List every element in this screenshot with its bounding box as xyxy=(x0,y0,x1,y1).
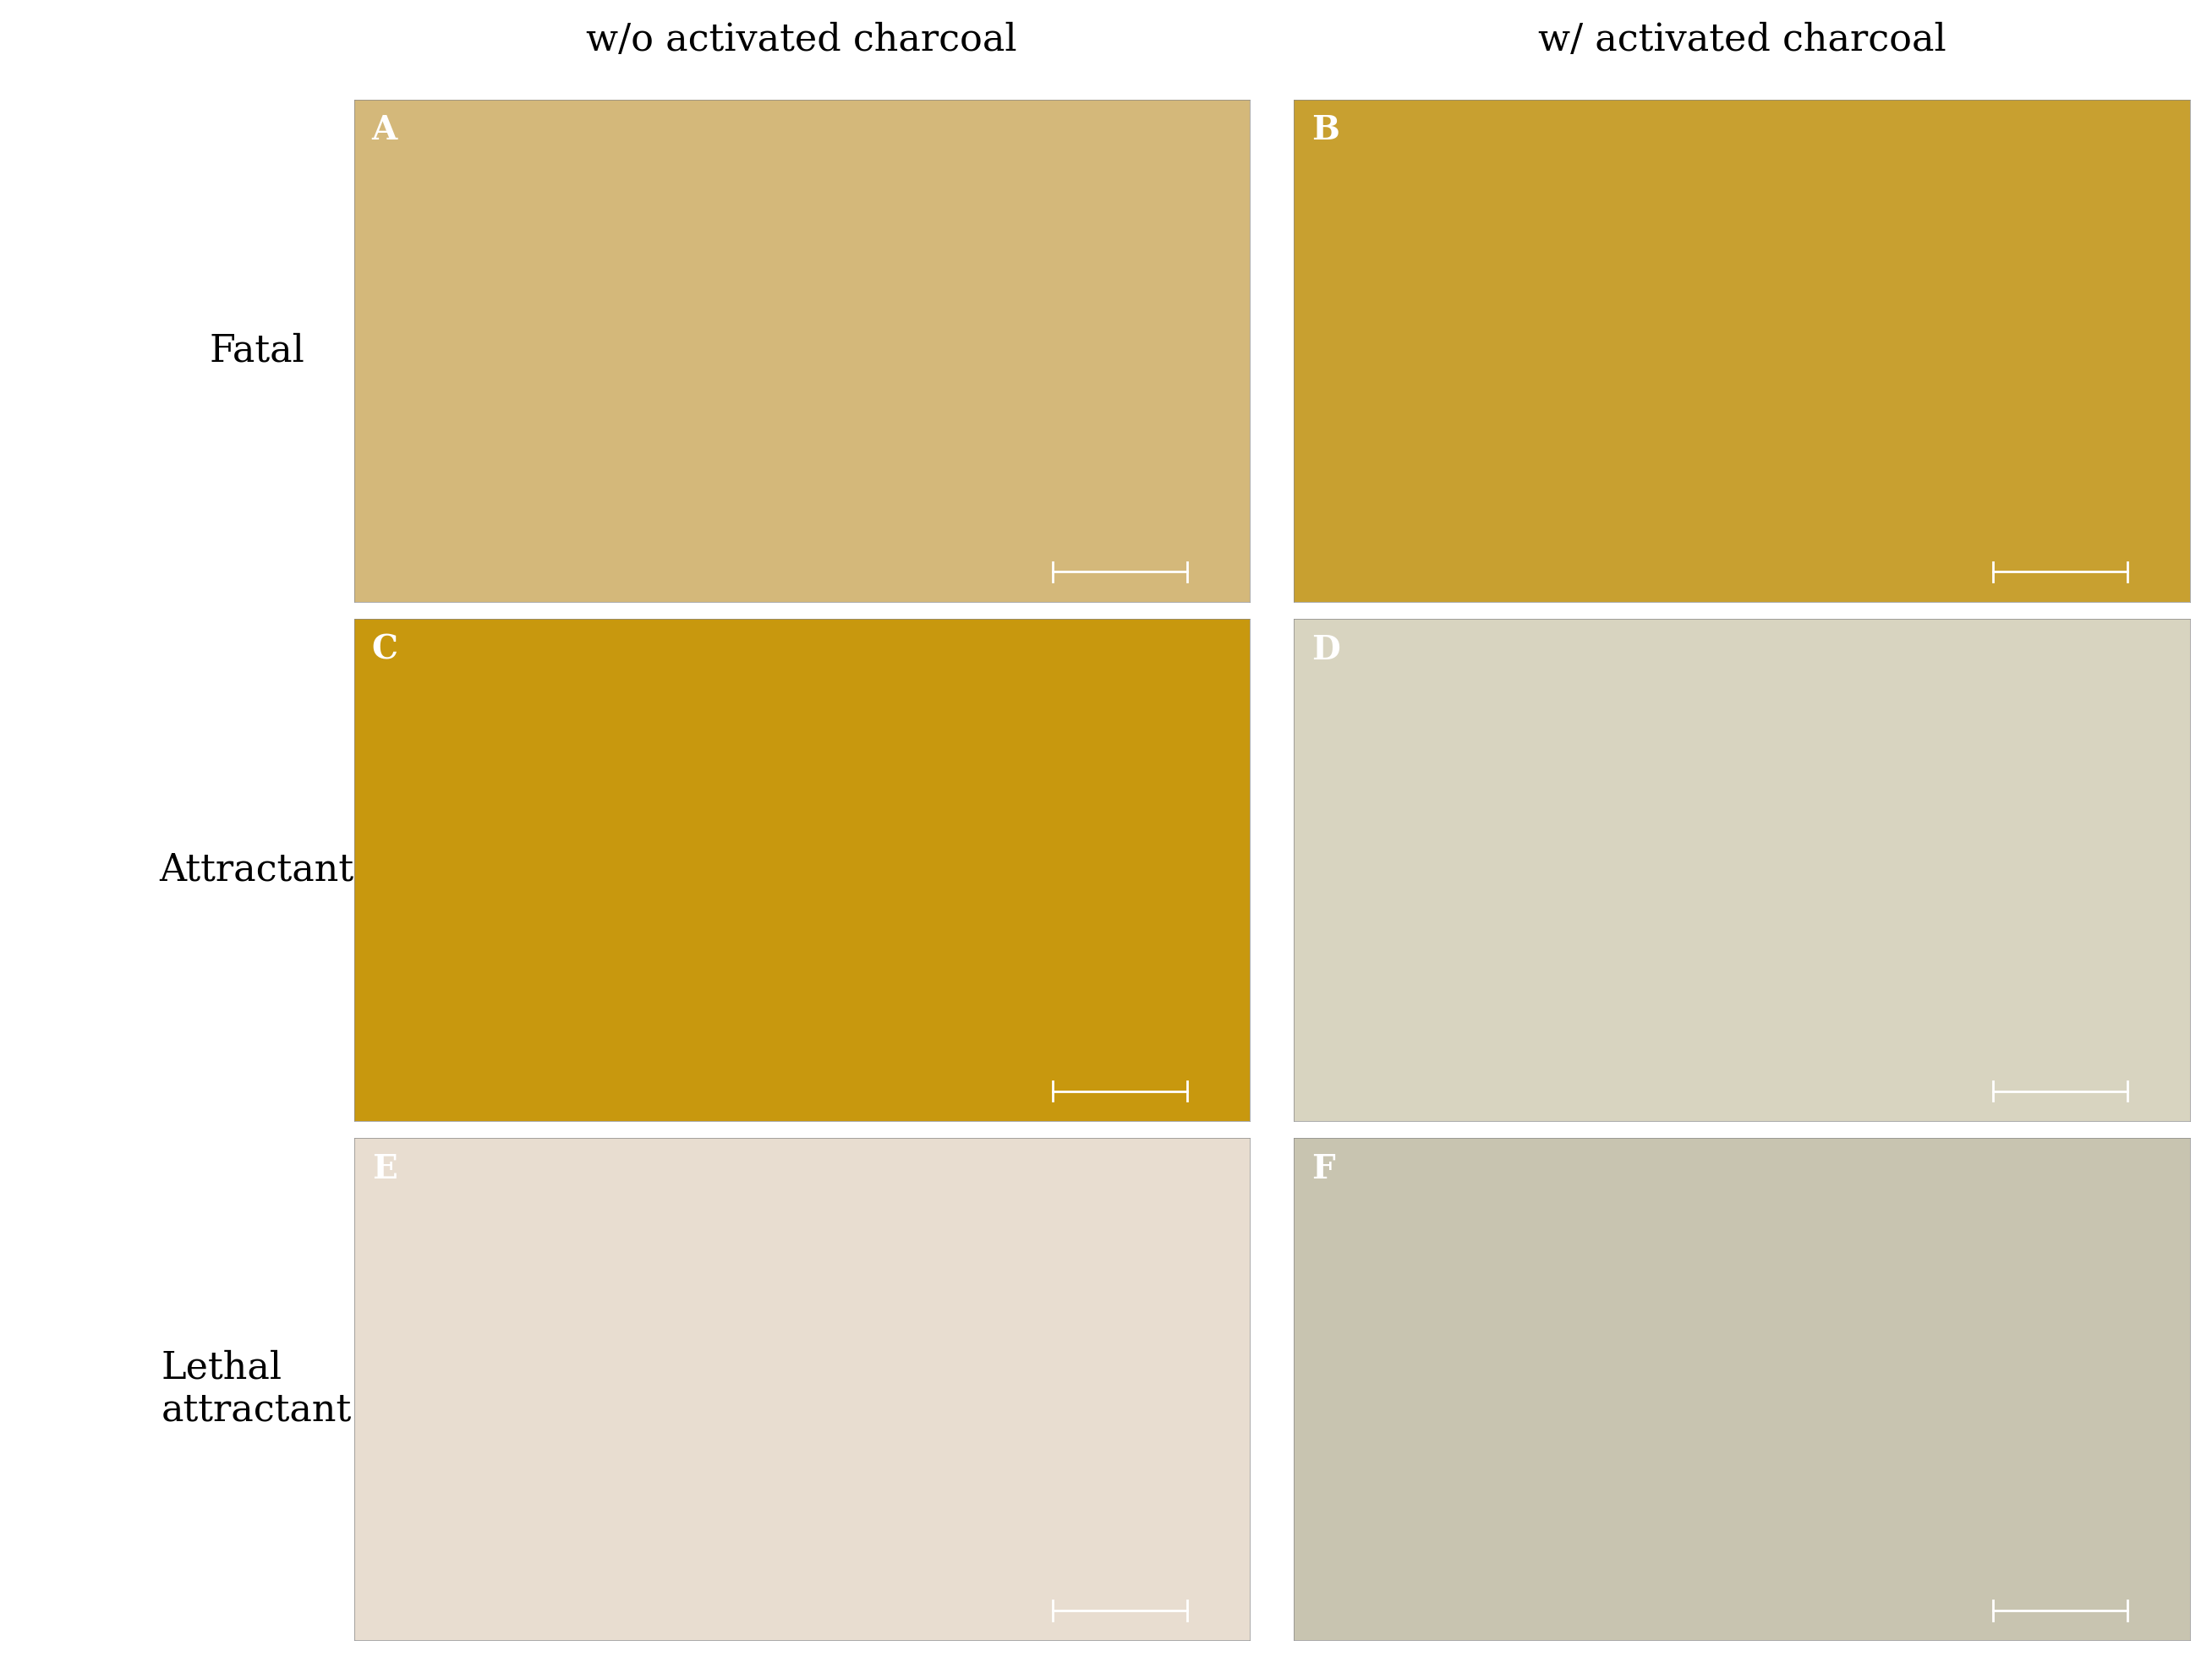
Text: w/o activated charcoal: w/o activated charcoal xyxy=(586,22,1018,58)
Text: 0.1 mm: 0.1 mm xyxy=(2039,1122,2079,1132)
Text: Lethal
attractant: Lethal attractant xyxy=(161,1350,352,1428)
Text: 0.1 mm: 0.1 mm xyxy=(1099,601,1139,613)
Text: w/ activated charcoal: w/ activated charcoal xyxy=(1537,22,1947,58)
Text: B: B xyxy=(1312,114,1340,146)
Text: A: A xyxy=(372,114,398,146)
Text: 0.1 mm: 0.1 mm xyxy=(1099,1122,1139,1132)
Text: D: D xyxy=(1312,633,1340,666)
Text: 0.1 mm: 0.1 mm xyxy=(2039,1640,2079,1652)
Text: 0.1 mm: 0.1 mm xyxy=(1099,1640,1139,1652)
Text: Fatal: Fatal xyxy=(208,333,305,370)
Text: E: E xyxy=(372,1153,396,1185)
Text: F: F xyxy=(1312,1153,1336,1185)
Text: Attractant: Attractant xyxy=(159,852,354,888)
Text: 0.1 mm: 0.1 mm xyxy=(2039,601,2079,613)
Text: C: C xyxy=(372,633,398,666)
